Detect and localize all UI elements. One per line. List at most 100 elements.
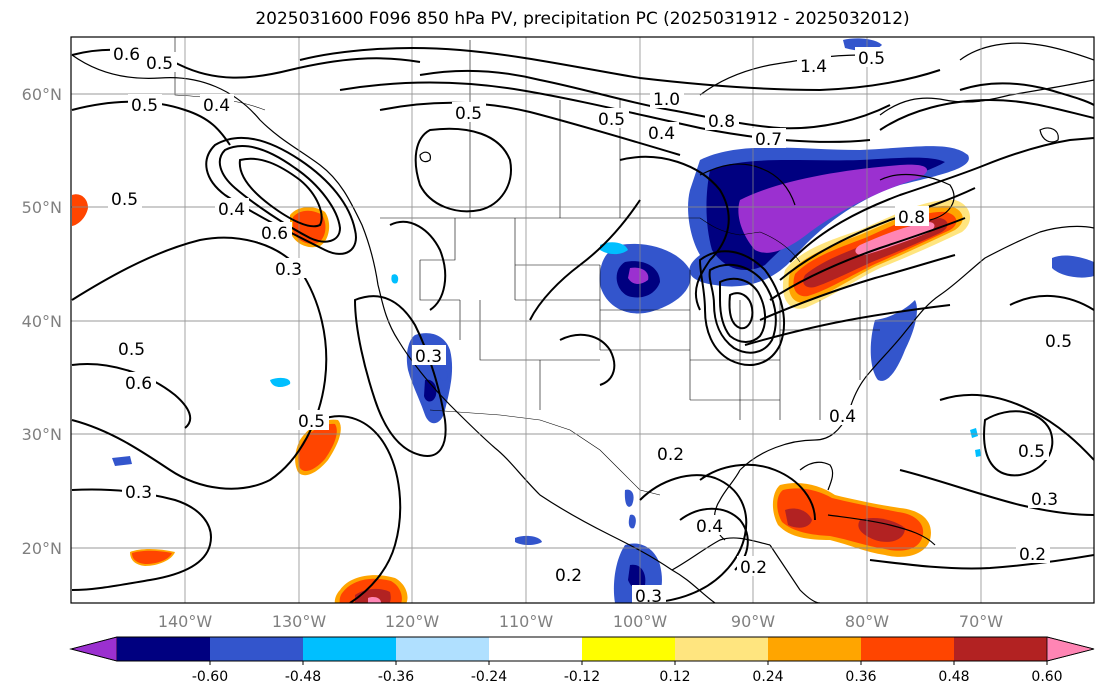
contour-label: 0.5 bbox=[143, 52, 177, 74]
svg-text:0.5: 0.5 bbox=[858, 49, 885, 69]
svg-text:0.3: 0.3 bbox=[275, 260, 302, 280]
contour-label: 0.5 bbox=[855, 47, 889, 69]
contour-label: 0.5 bbox=[452, 102, 486, 124]
contour-label: 0.5 bbox=[1042, 330, 1076, 352]
lon-label: 100°W bbox=[613, 612, 668, 631]
precip-positive-northeast bbox=[782, 199, 971, 309]
svg-text:0.2: 0.2 bbox=[657, 445, 684, 465]
colorbar-outline bbox=[69, 636, 1095, 662]
political-borders bbox=[174, 37, 880, 496]
svg-text:0.3: 0.3 bbox=[415, 347, 442, 367]
contour-label: 1.4 bbox=[797, 55, 831, 77]
lat-label: 40°N bbox=[22, 312, 62, 331]
colorbar-tick-label: -0.12 bbox=[564, 669, 600, 685]
contour-label: 0.8 bbox=[895, 206, 929, 228]
lon-label: 80°W bbox=[845, 612, 889, 631]
colorbar-tick-label: 0.48 bbox=[938, 669, 969, 685]
lon-label: 130°W bbox=[272, 612, 327, 631]
colorbar-tick-label: 0.24 bbox=[752, 669, 783, 685]
latitude-labels: 60°N 50°N 40°N 30°N 20°N bbox=[22, 85, 62, 558]
map-frame bbox=[70, 36, 1095, 604]
lon-label: 70°W bbox=[959, 612, 1003, 631]
lon-label: 140°W bbox=[158, 612, 213, 631]
svg-text:0.5: 0.5 bbox=[1045, 332, 1072, 352]
svg-text:0.8: 0.8 bbox=[898, 208, 925, 228]
svg-text:0.4: 0.4 bbox=[648, 124, 675, 144]
colorbar-tick-label: 0.12 bbox=[659, 669, 690, 685]
svg-text:0.4: 0.4 bbox=[696, 517, 723, 537]
svg-text:0.6: 0.6 bbox=[125, 374, 152, 394]
colorbar-cell bbox=[396, 637, 490, 661]
contour-label: 0.2 bbox=[1016, 543, 1050, 565]
colorbar-extend-max bbox=[1046, 636, 1095, 662]
lon-label: 110°W bbox=[499, 612, 554, 631]
svg-text:1.0: 1.0 bbox=[653, 90, 680, 110]
colorbar-tick-label: -0.24 bbox=[471, 669, 507, 685]
colorbar-cell bbox=[303, 637, 397, 661]
precip-negative-mexico bbox=[112, 38, 882, 603]
svg-text:0.7: 0.7 bbox=[755, 130, 782, 150]
contour-label: 0.8 bbox=[705, 110, 739, 132]
contour-label: 0.5 bbox=[108, 188, 142, 210]
colorbar-cell bbox=[675, 637, 769, 661]
svg-text:0.5: 0.5 bbox=[298, 412, 325, 432]
svg-text:0.2: 0.2 bbox=[740, 558, 767, 578]
lat-label: 50°N bbox=[22, 198, 62, 217]
svg-text:0.5: 0.5 bbox=[598, 110, 625, 130]
contour-label: 0.5 bbox=[295, 410, 329, 432]
contour-label: 0.5 bbox=[595, 108, 629, 130]
contour-label: 0.6 bbox=[258, 222, 292, 244]
lat-label: 20°N bbox=[22, 539, 62, 558]
svg-text:0.4: 0.4 bbox=[829, 407, 856, 427]
svg-text:0.2: 0.2 bbox=[1019, 545, 1046, 565]
svg-text:0.6: 0.6 bbox=[261, 224, 288, 244]
contour-label: 0.3 bbox=[632, 585, 666, 607]
svg-text:0.3: 0.3 bbox=[635, 587, 662, 607]
contour-label: 0.4 bbox=[215, 198, 249, 220]
precip-positive-caribbean bbox=[772, 483, 931, 557]
longitude-labels: 140°W 130°W 120°W 110°W 100°W 90°W 80°W … bbox=[158, 612, 1003, 631]
svg-text:0.5: 0.5 bbox=[118, 340, 145, 360]
map-area: 0.6 0.5 0.5 0.4 0.5 0.5 0.4 0.6 0.3 0.5 … bbox=[71, 37, 1094, 607]
contour-label: 0.3 bbox=[1028, 488, 1062, 510]
colorbar-extend-min bbox=[69, 636, 118, 662]
contour-label: 0.5 bbox=[128, 94, 162, 116]
svg-text:0.4: 0.4 bbox=[203, 96, 230, 116]
contour-label: 0.2 bbox=[654, 443, 688, 465]
contour-label: 0.2 bbox=[737, 556, 771, 578]
svg-text:0.5: 0.5 bbox=[455, 104, 482, 124]
colorbar-cell bbox=[861, 637, 955, 661]
svg-text:0.3: 0.3 bbox=[125, 483, 152, 503]
contour-labels: 0.6 0.5 0.5 0.4 0.5 0.5 0.4 0.6 0.3 0.5 … bbox=[108, 43, 1076, 607]
contour-label: 0.7 bbox=[752, 128, 786, 150]
colorbar-cell bbox=[210, 637, 304, 661]
colorbar-tick-label: -0.48 bbox=[285, 669, 321, 685]
svg-text:0.2: 0.2 bbox=[555, 566, 582, 586]
lat-label: 30°N bbox=[22, 425, 62, 444]
contour-label: 0.4 bbox=[693, 515, 727, 537]
colorbar-cell bbox=[489, 637, 583, 661]
contour-label: 0.4 bbox=[645, 122, 679, 144]
contour-label: 0.4 bbox=[826, 405, 860, 427]
lat-label: 60°N bbox=[22, 85, 62, 104]
precip-negative-east-coast bbox=[870, 255, 1094, 457]
svg-text:0.5: 0.5 bbox=[131, 96, 158, 116]
svg-text:1.4: 1.4 bbox=[800, 57, 827, 77]
graticule bbox=[71, 37, 1094, 603]
svg-text:0.8: 0.8 bbox=[708, 112, 735, 132]
svg-text:0.5: 0.5 bbox=[111, 190, 138, 210]
colorbar-tick-label: 0.60 bbox=[1031, 669, 1062, 685]
colorbar-tick-label: 0.36 bbox=[845, 669, 876, 685]
svg-text:0.3: 0.3 bbox=[1031, 490, 1058, 510]
svg-text:0.5: 0.5 bbox=[1018, 442, 1045, 462]
contour-label: 0.3 bbox=[412, 345, 446, 367]
contour-label: 0.5 bbox=[1015, 440, 1049, 462]
colorbar-cell bbox=[117, 637, 211, 661]
contour-label: 0.3 bbox=[122, 481, 156, 503]
lon-label: 90°W bbox=[731, 612, 775, 631]
colorbar-tick-label: -0.36 bbox=[378, 669, 414, 685]
svg-text:0.5: 0.5 bbox=[146, 54, 173, 74]
pv-contours bbox=[71, 47, 1094, 603]
colorbar-tick-label: -0.60 bbox=[192, 669, 228, 685]
